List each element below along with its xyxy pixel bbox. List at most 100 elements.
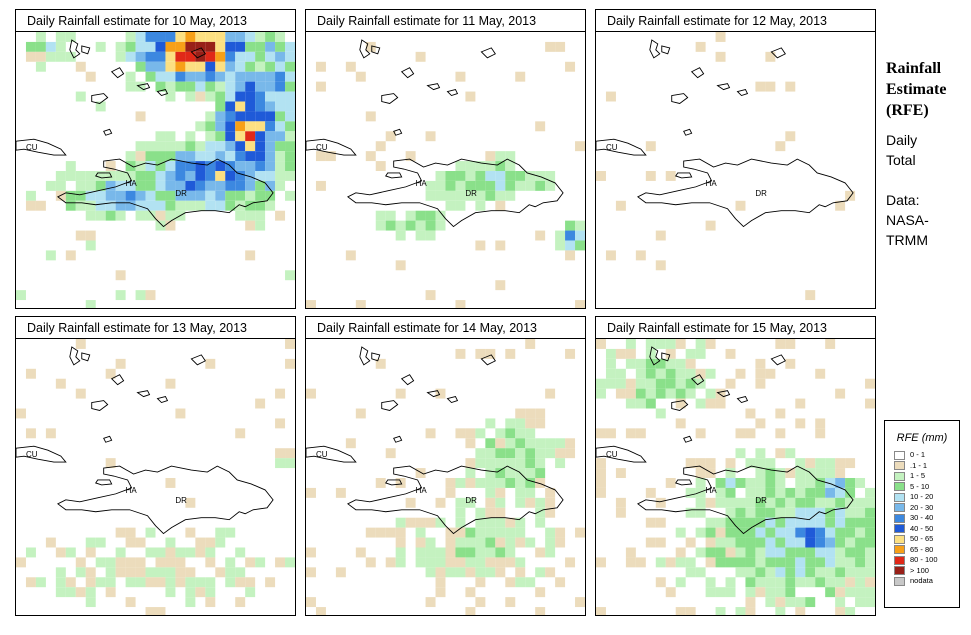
rainfall-cell [865,497,875,508]
rainfall-cell [675,607,686,615]
rainfall-cell [135,32,146,42]
rainfall-cell [685,368,696,379]
rainfall-cell [205,547,216,558]
rainfall-cell [765,507,776,518]
coastline-path [671,400,689,411]
rainfall-cell [425,190,436,201]
coastline [596,346,854,535]
rainfall-cell [485,180,496,191]
rainfall-grid: CU HA DR [596,32,856,301]
rainfall-cell [525,438,536,449]
rainfall-cell [665,477,676,488]
rainfall-cell [455,537,466,548]
rainfall-cell [845,190,856,201]
rainfall-cell [165,190,176,201]
rainfall-cell [655,260,666,271]
rainfall-cell [635,378,646,389]
rainfall-cell [405,151,416,162]
rainfall-cell [85,567,96,578]
rainfall-cell [165,81,176,92]
rainfall-cell [485,567,496,578]
rainfall-cell [175,41,186,52]
rainfall-cells [596,32,856,301]
rainfall-cell [535,170,546,181]
rainfall-cell [95,190,106,201]
rainfall-cell [535,547,546,558]
rainfall-cell [515,458,526,469]
rainfall-cell [535,477,546,488]
rainfall-cell [205,131,216,142]
rainfall-cell [55,41,66,52]
rainfall-grid: CU HA DR [16,32,295,308]
rainfall-cell [225,567,236,578]
rainfall-cell [525,458,536,469]
rainfall-cell [505,438,516,449]
rainfall-cell [705,388,716,399]
rainfall-cell [235,41,246,52]
rainfall-cell [425,547,436,558]
rainfall-cell [835,607,846,615]
rainfall-cell [695,507,706,518]
rainfall-cell [655,358,666,369]
rainfall-cell [445,477,456,488]
rainfall-cell [565,61,576,72]
rainfall-cell [235,210,246,221]
rainfall-cell [275,81,286,92]
rainfall-cell [525,428,536,439]
legend-item: 40 - 50 [885,524,959,535]
map-label-cuba: CU [316,143,328,152]
rainfall-cell [835,468,846,478]
rainfall-cell [205,161,216,171]
rainfall-cell [105,557,116,568]
rainfall-cell [195,577,206,588]
rainfall-cell [425,537,436,548]
rainfall-cell [405,517,416,528]
rainfall-cell [375,527,386,538]
rainfall-cell [275,41,286,52]
rainfall-cell [665,339,676,349]
rainfall-cell [205,51,216,62]
rainfall-cell [695,368,706,379]
rainfall-cell [165,141,176,152]
rainfall-cell [705,537,716,548]
coastline [16,346,274,535]
coastline-path [81,45,91,55]
rainfall-cell [275,418,286,429]
rainfall-cell [235,71,246,82]
rainfall-cell [125,161,136,171]
rainfall-cell [455,527,466,538]
rainfall-cell [165,477,176,488]
rainfall-cell [765,597,776,608]
rainfall-cell [855,547,866,558]
rainfall-cell [135,577,146,588]
rainfall-cell [25,190,36,201]
rainfall-cell [495,507,506,518]
rainfall-cell [685,507,696,518]
coastline-path [690,67,705,79]
legend-swatch [894,545,905,555]
rainfall-cell [575,220,585,231]
legend-title: RFE (mm) [896,432,948,444]
rainfall-cell [115,200,126,211]
rainfall-cell [485,458,496,469]
rainfall-cell [155,577,166,588]
rainfall-cell [95,557,106,568]
rainfall-cell [825,497,836,508]
rainfall-cell [405,220,416,231]
rainfall-cell [805,477,816,488]
coastline-path [637,158,854,228]
rainfall-cell [655,230,666,241]
legend-item: 80 - 100 [885,555,959,566]
rainfall-cell [35,51,46,62]
rainfall-cell [275,388,286,399]
rainfall-cell [75,567,86,578]
rainfall-cell [205,358,216,369]
rainfall-cell [135,210,146,221]
rainfall-cell [195,587,206,598]
data-source-line: TRMM [886,232,928,248]
rainfall-cell [515,557,526,568]
legend-item: 5 - 10 [885,482,959,493]
rainfall-cell [725,458,736,469]
rainfall-cell [665,368,676,379]
